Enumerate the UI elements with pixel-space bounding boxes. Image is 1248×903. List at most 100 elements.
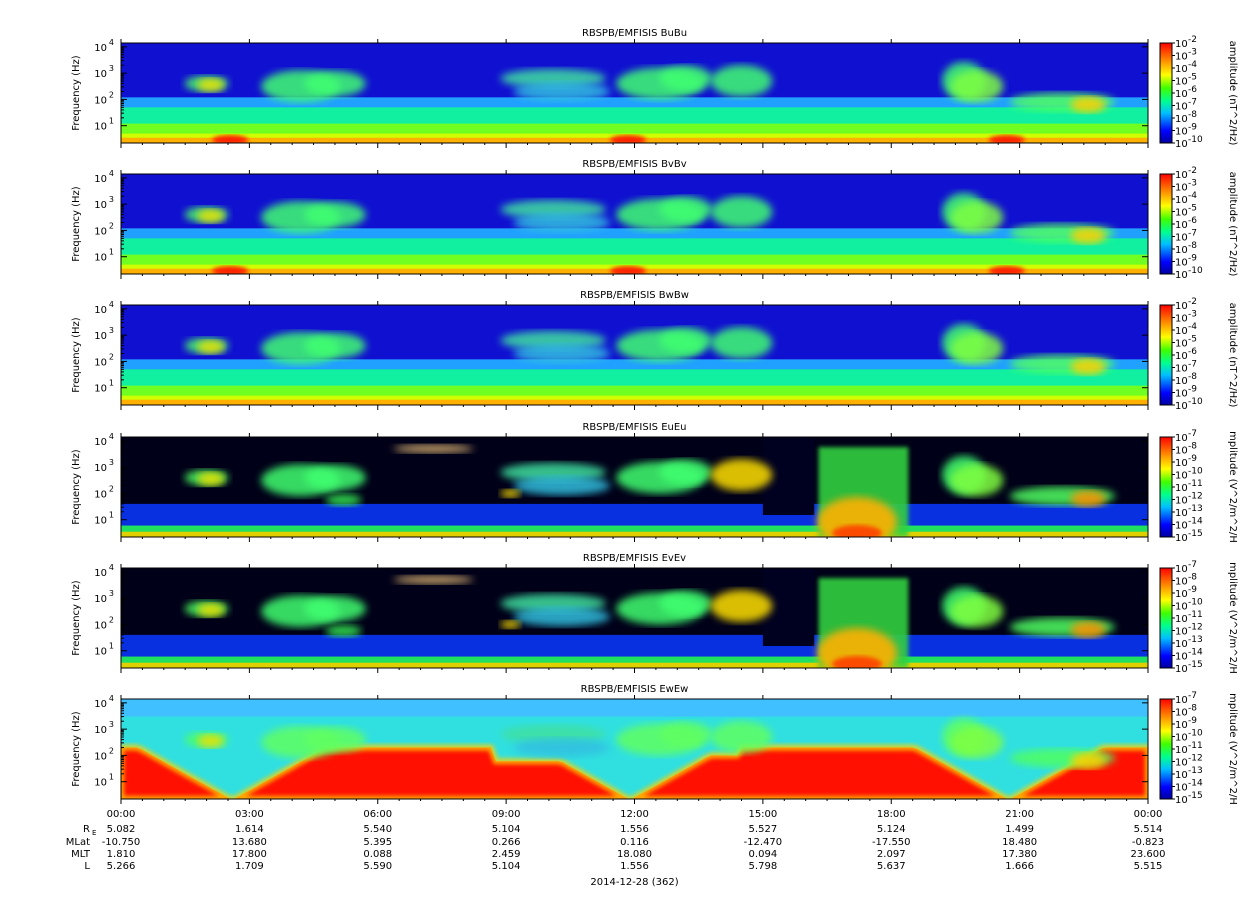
panel-title: RBSPB/EMFISIS EuEu (582, 422, 686, 433)
emission-blob (988, 135, 1025, 143)
colorbar-tick-base: 10 (1175, 233, 1188, 244)
y-tick-exponent: 2 (109, 352, 114, 361)
colorbar-tick-exponent: -11 (1188, 479, 1203, 489)
emission-blob (304, 70, 366, 97)
ephemeris-row-label: MLat (66, 837, 90, 848)
ephemeris-value: 2.097 (877, 849, 906, 860)
colorbar-label: mplitude (V^2/m^2/H (1227, 562, 1238, 674)
colorbar-tick-exponent: -7 (1188, 429, 1197, 439)
colorbar-tick-base: 10 (1175, 627, 1188, 638)
colorbar-tick-base: 10 (1175, 39, 1188, 50)
emission-blob (1070, 358, 1106, 375)
colorbar-label: mplitude (V^2/m^2/H (1227, 431, 1238, 543)
y-tick-label: 10 (94, 725, 107, 736)
ephemeris-value: 5.124 (877, 824, 906, 835)
colorbar-tick-exponent: -2 (1188, 35, 1197, 45)
y-tick-exponent: 3 (109, 64, 114, 73)
ephemeris-value: 5.104 (492, 824, 521, 835)
y-tick-exponent: 2 (109, 90, 114, 99)
colorbar-tick-exponent: -9 (1188, 454, 1197, 464)
ephemeris-row-label: L (84, 861, 90, 872)
y-tick-label: 10 (94, 699, 107, 710)
colorbar-tick-exponent: -10 (1188, 467, 1203, 477)
colorbar-tick-base: 10 (1175, 589, 1188, 600)
colorbar-tick-base: 10 (1175, 183, 1188, 194)
y-tick-exponent: 3 (109, 589, 114, 598)
x-tick-label: 03:00 (235, 809, 264, 820)
date-label: 2014-12-28 (362) (590, 877, 678, 888)
emission-blob (950, 464, 1004, 497)
colorbar-tick-exponent: -10 (1188, 135, 1203, 145)
colorbar-tick-exponent: -4 (1188, 191, 1197, 201)
colorbar-tick-base: 10 (1175, 52, 1188, 63)
emission-blob (1070, 621, 1106, 638)
y-tick-exponent: 1 (109, 117, 114, 126)
emission-blob (304, 201, 366, 228)
colorbar-tick-base: 10 (1175, 652, 1188, 663)
ephemeris-value: 1.499 (1005, 824, 1034, 835)
colorbar-tick-base: 10 (1175, 170, 1188, 181)
ephemeris-value: 5.104 (492, 861, 521, 872)
colorbar-tick-exponent: -15 (1188, 791, 1203, 801)
colorbar-tick-base: 10 (1175, 376, 1188, 387)
ephemeris-value: 5.637 (877, 861, 906, 872)
emission-blob (710, 721, 773, 754)
y-tick-exponent: 1 (109, 248, 114, 257)
colorbar-tick-exponent: -5 (1188, 335, 1197, 345)
y-tick-exponent: 4 (109, 38, 114, 47)
colorbar-tick-base: 10 (1175, 770, 1188, 781)
emission-blob (659, 590, 713, 617)
spectrogram-edge (121, 744, 1148, 799)
colorbar-tick-exponent: -9 (1188, 123, 1197, 133)
colorbar-tick-exponent: -2 (1188, 297, 1197, 307)
colorbar-tick-base: 10 (1175, 783, 1188, 794)
spectrogram-band (121, 656, 1148, 668)
y-tick-label: 10 (94, 69, 107, 80)
spectrogram-image (121, 437, 1148, 537)
ephemeris-value: 0.266 (492, 837, 521, 848)
ephemeris-value: -0.823 (1132, 837, 1164, 848)
emission-blob (513, 737, 611, 758)
y-tick-label: 10 (94, 200, 107, 211)
y-tick-exponent: 2 (109, 484, 114, 493)
colorbar-label: amplitude (nT^2/Hz) (1227, 41, 1238, 146)
ephemeris-value: 1.666 (1005, 861, 1034, 872)
emission-blob (304, 464, 366, 491)
emission-blob (393, 575, 474, 584)
colorbar-label: mplitude (V^2/m^2/H (1227, 693, 1238, 805)
ephemeris-value: 5.540 (363, 824, 392, 835)
y-tick-label: 10 (94, 620, 107, 631)
ephemeris-value: 2.459 (492, 849, 521, 860)
y-tick-label: 10 (94, 516, 107, 527)
panel-title: RBSPB/EMFISIS BuBu (582, 28, 687, 39)
y-tick-exponent: 2 (109, 615, 114, 624)
colorbar-tick-exponent: -7 (1188, 98, 1197, 108)
ephemeris-value: 5.798 (749, 861, 778, 872)
panel-title: RBSPB/EMFISIS EvEv (583, 553, 686, 564)
y-tick-exponent: 2 (109, 746, 114, 755)
y-axis-label: Frequency (Hz) (71, 317, 82, 393)
spectrogram-image (121, 305, 1148, 405)
colorbar-tick-base: 10 (1175, 114, 1188, 125)
ephemeris-value: 0.094 (749, 849, 778, 860)
colorbar-tick-exponent: -8 (1188, 442, 1197, 452)
y-tick-label: 10 (94, 647, 107, 658)
emission-blob (950, 201, 1004, 234)
colorbar-tick-base: 10 (1175, 364, 1188, 375)
colorbar (1159, 42, 1173, 144)
colorbar-tick-exponent: -10 (1188, 729, 1203, 739)
emission-blob (212, 266, 249, 274)
ephemeris-value: 5.527 (749, 824, 778, 835)
colorbar-tick-exponent: -7 (1188, 560, 1197, 570)
colorbar-tick-base: 10 (1175, 733, 1188, 744)
emission-blob (212, 135, 249, 143)
ephemeris-value: 18.080 (617, 849, 652, 860)
y-tick-exponent: 1 (109, 379, 114, 388)
emission-blob (513, 475, 611, 496)
colorbar-tick-exponent: -15 (1188, 529, 1203, 539)
ephemeris-value: 1.810 (107, 849, 136, 860)
ephemeris-row-label: MLT (71, 849, 91, 860)
